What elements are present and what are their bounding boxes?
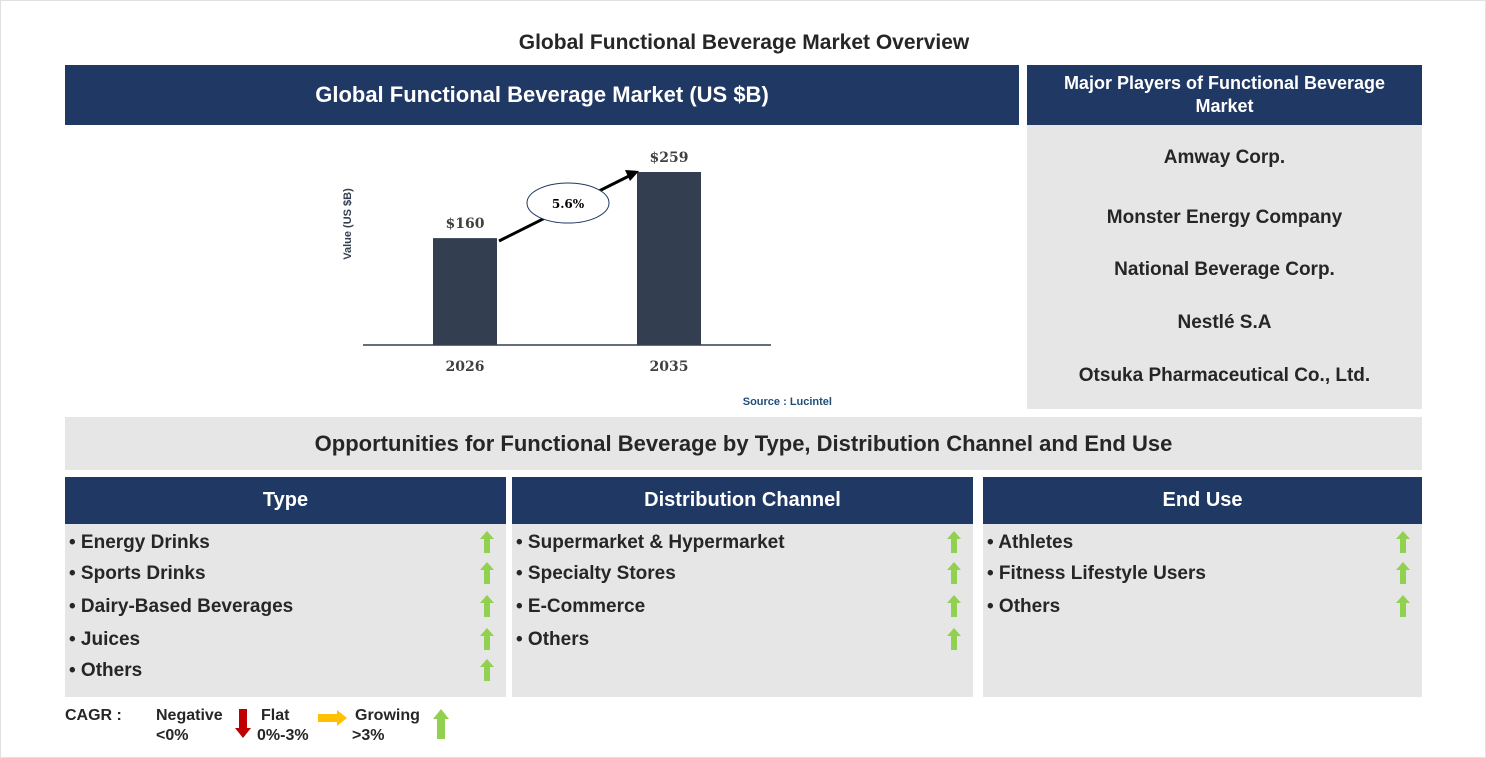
x-tick-label: 2026 xyxy=(446,359,485,375)
cagr-arrowhead xyxy=(625,170,639,181)
list-item: • Dairy-Based Beverages xyxy=(69,596,294,617)
players-list: Amway Corp. Monster Energy Company Natio… xyxy=(1027,125,1422,409)
cagr-legend: CAGR : Negative <0% Flat 0%-3% Growing >… xyxy=(65,707,485,752)
bar-chart: Value (US $B) $160 2026 $259 2035 5.6% Sour… xyxy=(342,150,832,408)
legend-negative: Negative xyxy=(156,707,223,724)
arrow-up-icon xyxy=(433,709,449,739)
player-item: National Beverage Corp. xyxy=(1114,259,1335,280)
list-item: • Others xyxy=(516,629,590,650)
arrow-up-icon xyxy=(480,659,494,681)
column-header: Type xyxy=(65,477,506,524)
column-body: • Energy Drinks • Sports Drinks • Dairy-Ba… xyxy=(65,524,506,697)
page-title: Global Functional Beverage Market Overvi… xyxy=(518,31,970,54)
player-item: Monster Energy Company xyxy=(1106,207,1343,228)
legend-growing: Growing xyxy=(355,707,420,724)
list-item: • Energy Drinks xyxy=(69,532,210,553)
list-item: • Sports Drinks xyxy=(69,563,206,584)
arrow-right-icon xyxy=(318,710,347,726)
list-item: • Juices xyxy=(69,629,141,650)
arrow-up-icon xyxy=(1396,531,1410,553)
list-item: • Athletes xyxy=(987,532,1074,553)
column-body: • Athletes • Fitness Lifestyle Users • Oth… xyxy=(983,524,1422,697)
legend-flat-range: 0%-3% xyxy=(257,727,309,744)
arrow-up-icon xyxy=(947,628,961,650)
list-item: • Fitness Lifestyle Users xyxy=(987,563,1206,584)
cagr-ellipse xyxy=(526,182,610,224)
arrow-up-icon xyxy=(947,531,961,553)
arrow-up-icon xyxy=(947,595,961,617)
players-header: Major Players of Functional Beverage Mar… xyxy=(1027,65,1422,125)
arrow-up-icon xyxy=(947,562,961,584)
arrow-up-icon xyxy=(1396,562,1410,584)
arrow-up-icon xyxy=(480,595,494,617)
player-item: Otsuka Pharmaceutical Co., Ltd. xyxy=(1078,365,1371,386)
legend-negative-range: <0% xyxy=(156,727,189,744)
player-item: Nestlé S.A xyxy=(1177,312,1272,333)
bar-value-label: $160 xyxy=(446,216,485,232)
chart-header: Global Functional Beverage Market (US $B… xyxy=(65,65,1019,125)
player-item: Amway Corp. xyxy=(1163,147,1286,168)
list-item: • Supermarket & Hypermarket xyxy=(516,532,785,553)
legend-label: CAGR : xyxy=(65,707,122,724)
bar-2035 xyxy=(637,172,701,345)
y-axis-label: Value (US $B) xyxy=(342,188,354,260)
x-tick-label: 2035 xyxy=(650,359,689,375)
list-item: • E-Commerce xyxy=(516,596,646,617)
arrow-up-icon xyxy=(480,628,494,650)
bar-2026 xyxy=(433,238,497,345)
list-item: • Others xyxy=(69,660,143,681)
legend-growing-range: >3% xyxy=(352,727,385,744)
column-body: • Supermarket & Hypermarket • Specialty S… xyxy=(512,524,973,697)
arrow-up-icon xyxy=(480,531,494,553)
column-header: End Use xyxy=(983,477,1422,524)
opportunities-header: Opportunities for Functional Beverage by… xyxy=(65,417,1422,470)
cagr-label: 5.6% xyxy=(552,197,585,211)
arrow-up-icon xyxy=(1396,595,1410,617)
arrow-up-icon xyxy=(480,562,494,584)
arrow-down-icon xyxy=(235,709,251,738)
list-item: • Specialty Stores xyxy=(516,563,676,584)
bar-value-label: $259 xyxy=(650,150,689,166)
list-item: • Others xyxy=(987,596,1061,617)
source-label: Source : Lucintel xyxy=(743,396,832,408)
column-header: Distribution Channel xyxy=(512,477,973,524)
legend-flat: Flat xyxy=(261,707,290,724)
